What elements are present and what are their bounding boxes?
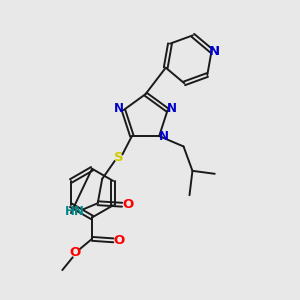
Text: HN: HN bbox=[65, 205, 85, 218]
Text: O: O bbox=[114, 234, 125, 247]
Text: N: N bbox=[114, 102, 124, 115]
Text: O: O bbox=[122, 198, 134, 211]
Text: N: N bbox=[159, 130, 169, 143]
Text: N: N bbox=[209, 44, 220, 58]
Text: N: N bbox=[167, 102, 177, 115]
Text: S: S bbox=[114, 151, 123, 164]
Text: O: O bbox=[70, 246, 81, 259]
